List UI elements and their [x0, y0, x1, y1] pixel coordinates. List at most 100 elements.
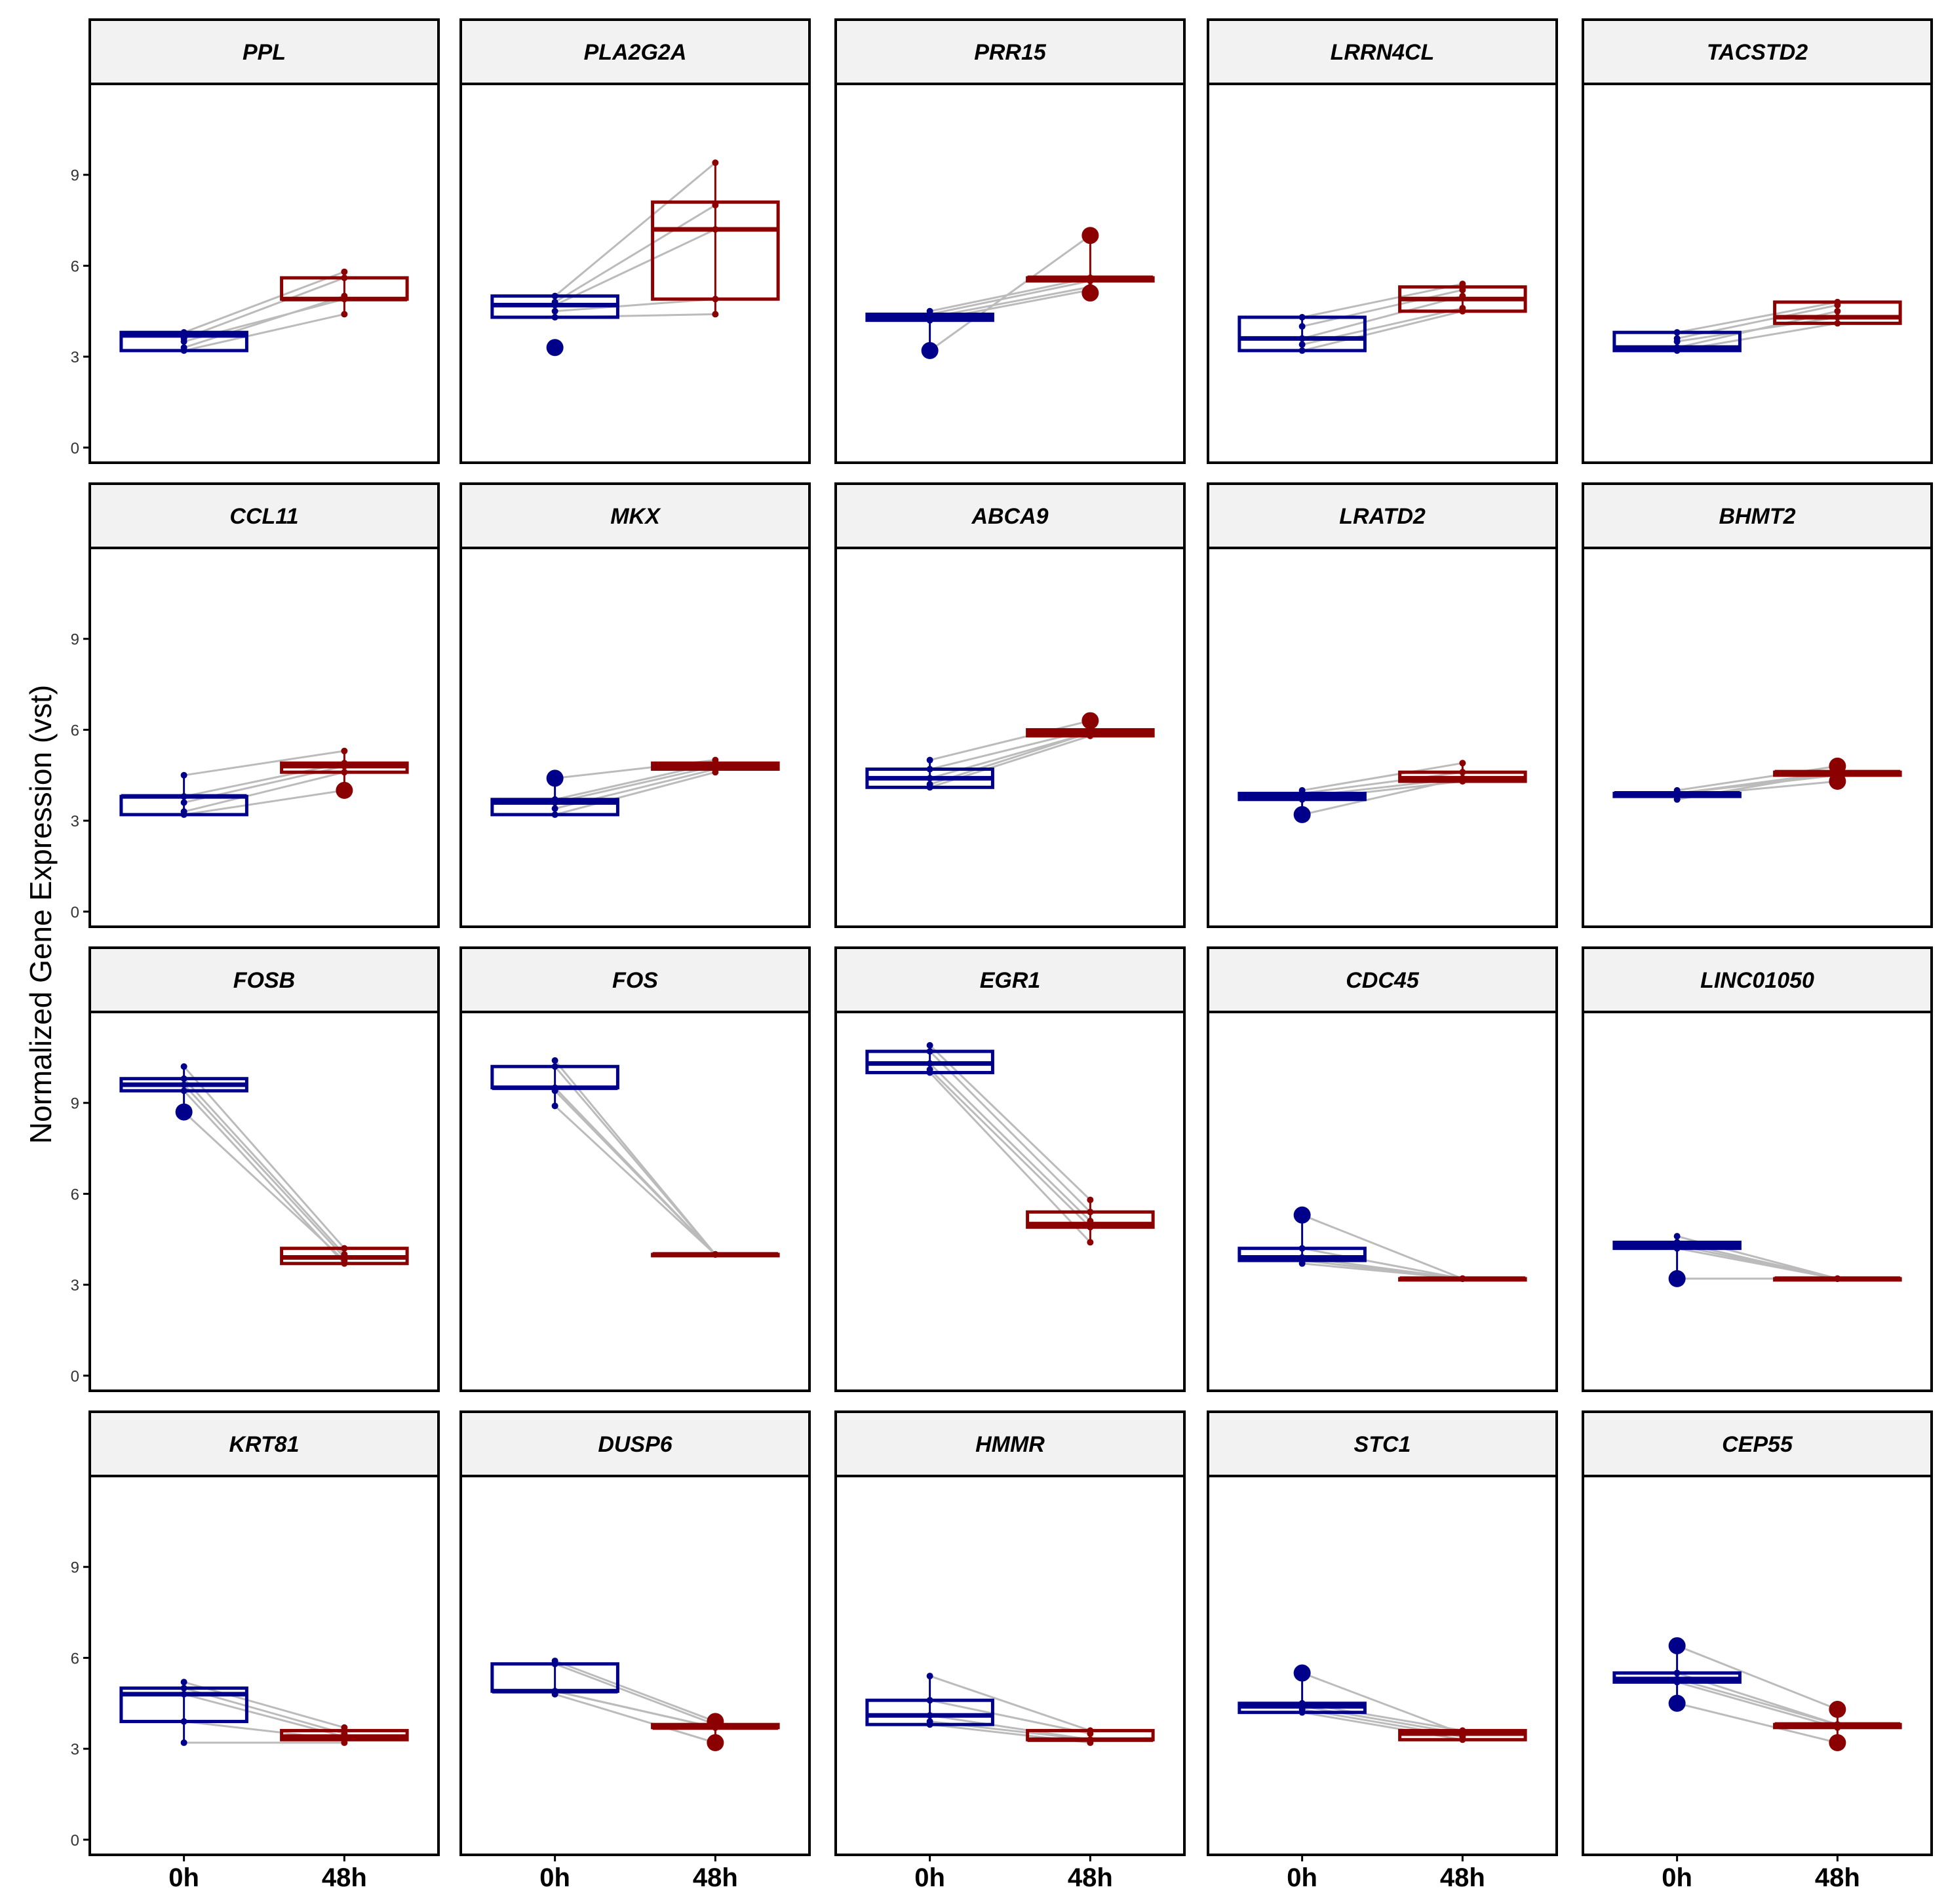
point-0h	[551, 1057, 558, 1064]
panel-egr1: EGR1	[834, 946, 1186, 1392]
y-tick-label: 3	[71, 349, 79, 366]
outlier-0h	[1668, 1694, 1686, 1712]
paired-line	[184, 762, 345, 798]
point-0h	[1298, 314, 1306, 321]
y-tick-label: 9	[71, 1095, 79, 1113]
point-0h	[551, 307, 558, 315]
point-0h	[926, 1069, 933, 1076]
paired-line	[183, 1111, 345, 1262]
paired-line	[1302, 310, 1463, 352]
paired-line	[183, 1078, 345, 1255]
outlier-48h	[1829, 757, 1846, 775]
paired-line	[184, 771, 345, 813]
panel-prr15: PRR15	[834, 18, 1186, 464]
y-tick-label: 0	[71, 1832, 79, 1850]
panel-abca9: ABCA9	[834, 482, 1186, 928]
paired-line	[1302, 1672, 1463, 1735]
point-0h	[1298, 347, 1306, 354]
panel-cdc45: CDC45	[1207, 946, 1558, 1392]
point-48h	[1459, 769, 1466, 776]
paired-line	[929, 280, 1091, 315]
paired-line	[1677, 1702, 1838, 1744]
point-0h	[551, 292, 558, 300]
point-48h	[1459, 292, 1466, 300]
paired-line	[184, 313, 345, 352]
outlier-0h	[1293, 806, 1311, 823]
facet-label: ABCA9	[971, 504, 1048, 529]
point-0h	[926, 1721, 933, 1728]
paired-line	[1302, 288, 1463, 328]
point-48h	[1087, 1209, 1094, 1216]
paired-line	[184, 271, 345, 334]
panel-stc1: STC1 0h 48h	[1207, 1410, 1558, 1892]
outlier-0h	[546, 769, 564, 787]
panel-pla2g2a: PLA2G2A	[459, 18, 811, 464]
point-48h	[1087, 1224, 1094, 1231]
point-48h	[1459, 281, 1466, 288]
panel-ppl: PPL 0 3 6 9	[71, 18, 440, 464]
paired-line	[555, 1690, 716, 1729]
paired-line	[1677, 1247, 1838, 1280]
facet-strip	[1582, 1410, 1933, 1477]
point-0h	[926, 1712, 933, 1719]
panel-mkx: MKX	[459, 482, 811, 928]
paired-line	[1677, 1678, 1838, 1726]
point-0h	[551, 1660, 558, 1667]
y-tick-label: 6	[71, 1650, 79, 1667]
point-0h	[1673, 335, 1681, 342]
point-48h	[1459, 760, 1466, 767]
point-0h	[180, 329, 187, 336]
y-tick-label: 3	[71, 813, 79, 830]
point-48h	[1459, 1736, 1466, 1743]
y-axis-title: Normalized Gene Expression (vst)	[24, 685, 58, 1144]
point-0h	[1298, 341, 1306, 348]
point-48h	[1459, 305, 1466, 312]
paired-line	[1302, 282, 1463, 319]
point-48h	[1459, 286, 1466, 294]
paired-line	[929, 234, 1091, 352]
point-0h	[1673, 1233, 1681, 1240]
facet-label: MKX	[610, 504, 661, 529]
panel-frame	[834, 1475, 1186, 1856]
point-48h	[341, 769, 348, 776]
y-tick-label: 6	[71, 722, 79, 739]
x-tick-label: 48h	[322, 1863, 367, 1892]
facet-strip	[1207, 946, 1558, 1013]
paired-line	[929, 1062, 1091, 1222]
panel-frame	[834, 1011, 1186, 1392]
outlier-48h	[1829, 773, 1846, 790]
paired-line	[929, 731, 1091, 786]
y-tick-label: 6	[71, 258, 79, 275]
point-48h	[1087, 277, 1094, 284]
point-0h	[180, 347, 187, 354]
point-48h	[1087, 1239, 1094, 1246]
point-0h	[180, 793, 187, 800]
point-48h	[1834, 301, 1841, 309]
point-48h	[341, 1245, 348, 1252]
facet-label: FOSB	[233, 968, 295, 993]
point-0h	[926, 756, 933, 764]
x-tick-label: 0h	[1287, 1863, 1317, 1892]
panel-fosb: FOSB 0 3 6 9	[71, 946, 440, 1392]
panel-cep55: CEP55 0h 48h	[1582, 1410, 1933, 1892]
panel-frame	[1582, 83, 1933, 464]
paired-line	[929, 1714, 1091, 1741]
facet-label: KRT81	[229, 1432, 299, 1457]
point-0h	[1673, 1679, 1681, 1686]
point-0h	[1298, 1709, 1306, 1716]
point-48h	[1834, 1275, 1841, 1282]
facet-label: LINC01050	[1700, 968, 1814, 993]
point-0h	[926, 784, 933, 791]
facet-label: HMMR	[975, 1432, 1045, 1457]
point-0h	[551, 799, 558, 806]
outlier-0h	[921, 341, 939, 359]
panel-frame	[459, 83, 811, 464]
outlier-48h	[707, 1713, 724, 1730]
panel-frame	[1207, 1475, 1558, 1856]
point-48h	[712, 311, 719, 318]
point-48h	[1834, 320, 1841, 327]
point-48h	[1834, 1724, 1841, 1731]
outlier-48h	[1829, 1734, 1846, 1751]
point-0h	[1673, 344, 1681, 351]
